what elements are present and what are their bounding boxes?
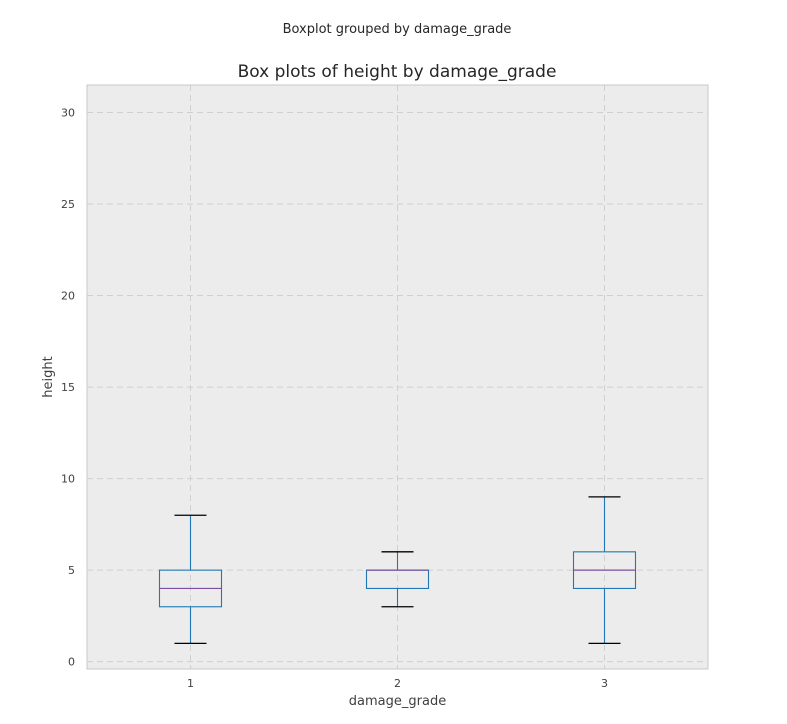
- y-tick-label: 10: [61, 473, 75, 486]
- chart-title: Box plots of height by damage_grade: [238, 62, 557, 82]
- y-tick-label: 20: [61, 290, 75, 303]
- box-group: [572, 496, 637, 645]
- x-tick-label: 2: [394, 677, 401, 690]
- y-axis-ticks: 0 5 10 15 20 25 30: [61, 106, 75, 668]
- box-group: [158, 514, 223, 645]
- y-axis-label: height: [41, 356, 56, 397]
- y-tick-label: 5: [68, 564, 75, 577]
- y-tick-label: 15: [61, 381, 75, 394]
- box-group: [365, 551, 430, 608]
- chart-suptitle: Boxplot grouped by damage_grade: [283, 22, 512, 37]
- y-tick-label: 25: [61, 198, 75, 211]
- box-series: [158, 496, 637, 645]
- y-tick-label: 30: [61, 106, 75, 119]
- x-tick-label: 3: [601, 677, 608, 690]
- x-axis-ticks: 1 2 3: [187, 677, 608, 690]
- y-tick-label: 0: [68, 656, 75, 669]
- x-axis-label: damage_grade: [349, 694, 446, 709]
- x-tick-label: 1: [187, 677, 194, 690]
